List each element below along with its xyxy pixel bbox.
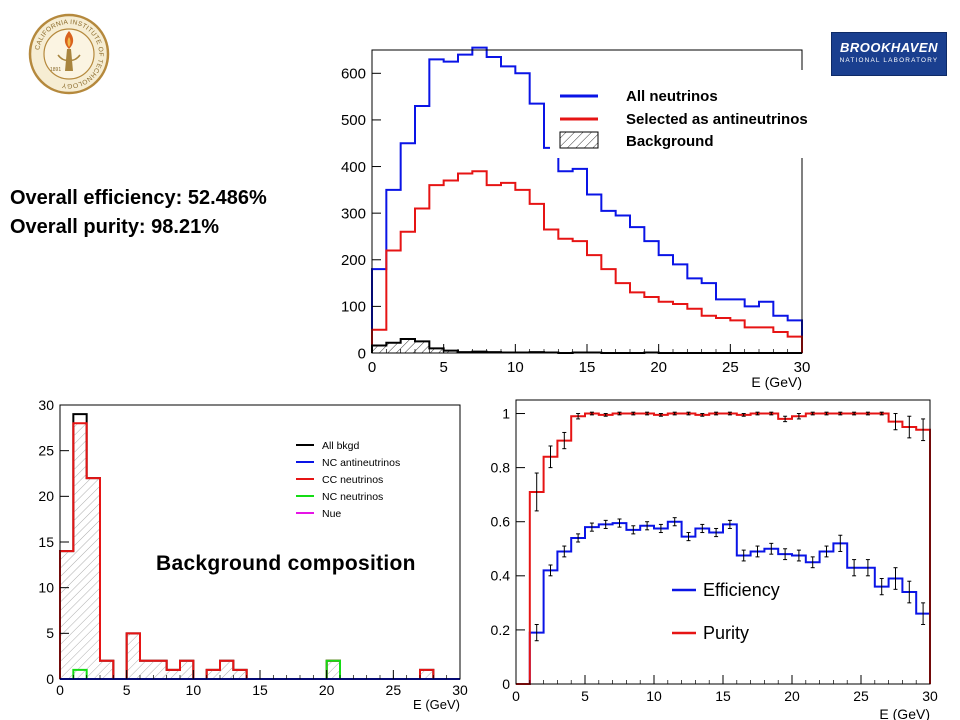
legend-swatch-background — [559, 131, 599, 149]
legend-label-all-bkgd: All bkgd — [322, 440, 360, 452]
y-tick-label: 0.6 — [491, 514, 511, 530]
x-tick-label: 15 — [252, 682, 268, 698]
y-tick-label: 25 — [38, 443, 54, 459]
y-tick-label: 100 — [341, 299, 366, 316]
legend-label-selected-as-antineutrinos: Selected as antineutrinos — [626, 111, 808, 128]
x-tick-label: 20 — [319, 682, 335, 698]
y-tick-label: 30 — [38, 397, 54, 413]
y-tick-label: 0 — [502, 676, 510, 692]
x-tick-label: 0 — [368, 359, 376, 376]
y-tick-label: 400 — [341, 159, 366, 176]
legend-label-nue: Nue — [322, 508, 341, 520]
y-tick-label: 0.2 — [491, 622, 511, 638]
y-tick-label: 500 — [341, 112, 366, 129]
seal-year: 1891 — [50, 67, 61, 73]
x-axis-label: E (GeV) — [879, 706, 930, 720]
y-tick-label: 10 — [38, 580, 54, 596]
plot-frame — [59, 404, 461, 680]
x-tick-label: 30 — [922, 688, 938, 704]
y-tick-label: 0 — [358, 345, 366, 362]
overall-purity: Overall purity: 98.21% — [10, 216, 219, 238]
x-tick-label: 0 — [56, 682, 64, 698]
legend-label-background: Background — [626, 133, 714, 150]
x-tick-label: 20 — [650, 359, 667, 376]
x-tick-label: 25 — [722, 359, 739, 376]
chart-efficiency-purity: 0 5 10 15 20 25 30 0 0.2 0.4 0.6 0.8 1 E (GeV) Efficie… — [491, 399, 938, 720]
series-efficiency — [516, 520, 931, 685]
x-tick-label: 0 — [512, 688, 520, 704]
y-tick-label: 600 — [341, 66, 366, 83]
x-tick-label: 5 — [123, 682, 131, 698]
legend-label-all-neutrinos: All neutrinos — [626, 88, 718, 105]
bnl-logo-line1: BROOKHAVEN — [840, 40, 938, 55]
legend-label-purity: Purity — [703, 623, 749, 643]
y-tick-label: 1 — [502, 405, 510, 421]
x-tick-label: 30 — [452, 682, 468, 698]
x-tick-label: 25 — [853, 688, 869, 704]
y-tick-label: 5 — [46, 625, 54, 641]
series-purity — [516, 412, 931, 685]
y-tick-label: 15 — [38, 534, 54, 550]
legend-label-cc-neutrinos: CC neutrinos — [322, 474, 383, 486]
background-composition-title: Background composition — [156, 552, 416, 575]
x-tick-label: 10 — [646, 688, 662, 704]
series-all-bkgd — [59, 413, 460, 680]
series-selected-as-antineutrinos — [371, 170, 803, 353]
y-tick-label: 200 — [341, 252, 366, 269]
legend-label-nc-antineutrinos: NC antineutrinos — [322, 457, 400, 469]
x-axis-label: E (GeV) — [413, 697, 460, 712]
y-tick-label: 0.8 — [491, 460, 511, 476]
bnl-logo-line2: NATIONAL LABORATORY — [839, 57, 939, 64]
x-tick-label: 25 — [386, 682, 402, 698]
x-tick-label: 15 — [715, 688, 731, 704]
x-tick-label: 5 — [581, 688, 589, 704]
legend-label-efficiency: Efficiency — [703, 580, 780, 600]
y-tick-label: 300 — [341, 205, 366, 222]
x-tick-label: 10 — [186, 682, 202, 698]
x-tick-label: 20 — [784, 688, 800, 704]
x-tick-label: 10 — [507, 359, 524, 376]
legend-label-nc-neutrinos: NC neutrinos — [322, 491, 383, 503]
x-tick-label: 15 — [579, 359, 596, 376]
x-tick-label: 5 — [439, 359, 447, 376]
y-tick-label: 20 — [38, 488, 54, 504]
y-tick-label: 0 — [46, 671, 54, 687]
bnl-logo: BROOKHAVEN NATIONAL LABORATORY — [831, 32, 947, 76]
caltech-logo: CALIFORNIA INSTITUTE OF TECHNOLOGY 1891 — [28, 13, 110, 95]
series-all-neutrinos — [371, 46, 803, 353]
x-tick-label: 30 — [794, 359, 811, 376]
y-tick-label: 0.4 — [491, 568, 511, 584]
overall-efficiency: Overall efficiency: 52.486% — [10, 187, 267, 209]
x-axis-label: E (GeV) — [751, 374, 802, 390]
